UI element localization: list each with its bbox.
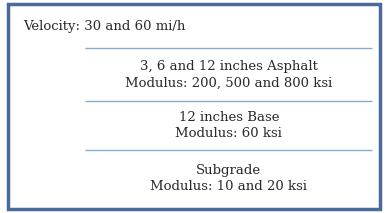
FancyBboxPatch shape <box>8 4 380 209</box>
Text: Modulus: 10 and 20 ksi: Modulus: 10 and 20 ksi <box>151 180 307 193</box>
Text: Modulus: 60 ksi: Modulus: 60 ksi <box>175 127 282 140</box>
Text: Velocity: 30 and 60 mi/h: Velocity: 30 and 60 mi/h <box>23 20 185 33</box>
Text: 12 inches Base: 12 inches Base <box>178 111 279 124</box>
Text: Modulus: 200, 500 and 800 ksi: Modulus: 200, 500 and 800 ksi <box>125 76 333 89</box>
Text: Subgrade: Subgrade <box>196 164 262 177</box>
Text: 3, 6 and 12 inches Asphalt: 3, 6 and 12 inches Asphalt <box>140 60 318 73</box>
